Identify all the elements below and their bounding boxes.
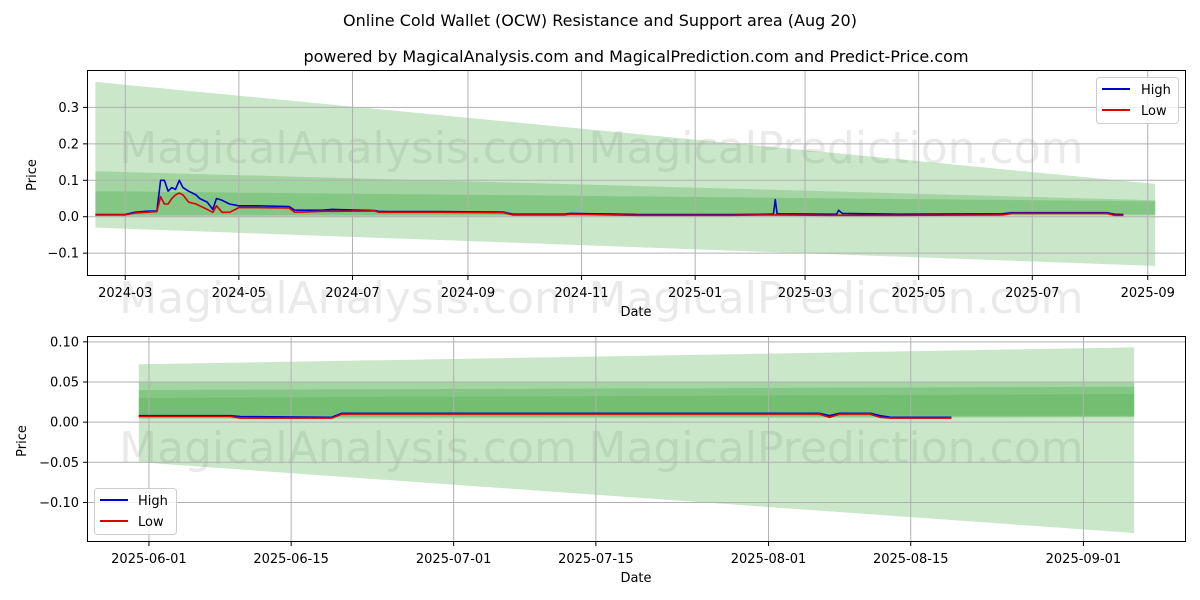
y-tick-label: 0.0 xyxy=(58,210,79,225)
overview-subtitle: powered by MagicalAnalysis.com and Magic… xyxy=(303,47,968,66)
x-tick-label: 2024-11 xyxy=(554,286,608,301)
watermark-analysis: MagicalAnalysis.com xyxy=(119,273,577,324)
legend-high-label: High xyxy=(138,494,168,509)
x-tick-label: 2025-07-01 xyxy=(416,552,492,567)
x-tick-label: 2024-07 xyxy=(325,286,379,301)
support-resistance-band xyxy=(138,347,1135,533)
support-resistance-band xyxy=(95,81,1156,266)
x-tick-label: 2025-01 xyxy=(668,286,722,301)
support-resistance-band xyxy=(138,394,1135,416)
zoom-chart: MagicalAnalysis.com MagicalPrediction.co… xyxy=(15,335,1186,586)
legend-low-label: Low xyxy=(1141,104,1167,119)
support-resistance-band xyxy=(138,386,1135,418)
y-tick-label: −0.05 xyxy=(39,456,79,471)
x-tick-label: 2025-03 xyxy=(778,286,832,301)
zoom-legend: High Low xyxy=(94,488,177,535)
x-tick-label: 2024-03 xyxy=(98,286,152,301)
x-tick-label: 2025-08-15 xyxy=(873,552,949,567)
overview-plot-frame xyxy=(87,70,1186,276)
y-tick-label: 0.3 xyxy=(58,101,79,116)
x-tick-label: 2025-05 xyxy=(892,286,946,301)
zoom-x-axis-label: Date xyxy=(620,571,651,586)
x-tick-label: 2024-09 xyxy=(441,286,495,301)
overview-y-axis-label: Price xyxy=(25,159,40,191)
x-tick-label: 2025-08-01 xyxy=(731,552,807,567)
x-tick-label: 2024-05 xyxy=(212,286,266,301)
overview-legend: High Low xyxy=(1096,77,1179,124)
y-tick-label: 0.00 xyxy=(50,416,79,431)
x-tick-label: 2025-09 xyxy=(1121,286,1175,301)
y-tick-label: 0.2 xyxy=(58,137,79,152)
x-tick-label: 2025-09-01 xyxy=(1046,552,1122,567)
series-line-low xyxy=(138,413,952,419)
overview-x-axis-label: Date xyxy=(620,305,651,320)
figure-title: Online Cold Wallet (OCW) Resistance and … xyxy=(343,11,857,30)
x-tick-label: 2025-07-15 xyxy=(558,552,634,567)
x-tick-label: 2025-06-15 xyxy=(253,552,329,567)
legend-low-label: Low xyxy=(138,515,164,530)
series-line-high xyxy=(138,412,952,419)
x-tick-label: 2025-07 xyxy=(1005,286,1059,301)
y-tick-label: −0.1 xyxy=(47,247,79,262)
support-resistance-band xyxy=(138,382,1135,419)
watermark-analysis: MagicalAnalysis.com xyxy=(119,123,577,174)
x-tick-label: 2025-06-01 xyxy=(111,552,187,567)
y-tick-label: 0.10 xyxy=(50,335,79,350)
overview-chart: powered by MagicalAnalysis.com and Magic… xyxy=(25,47,1186,324)
series-line-high xyxy=(95,179,1124,216)
y-tick-label: 0.05 xyxy=(50,375,79,390)
watermark-analysis: MagicalAnalysis.com xyxy=(119,423,577,474)
support-resistance-band xyxy=(95,191,1156,216)
zoom-plot-frame xyxy=(87,336,1186,542)
y-tick-label: −0.10 xyxy=(39,496,79,511)
support-resistance-band xyxy=(95,171,1156,217)
watermark-prediction: MagicalPrediction.com xyxy=(589,423,1084,474)
zoom-y-axis-label: Price xyxy=(15,425,30,457)
series-line-low xyxy=(95,192,1124,217)
watermark-prediction: MagicalPrediction.com xyxy=(589,273,1084,324)
y-tick-label: 0.1 xyxy=(58,174,79,189)
watermark-prediction: MagicalPrediction.com xyxy=(589,123,1084,174)
legend-high-label: High xyxy=(1141,83,1171,98)
